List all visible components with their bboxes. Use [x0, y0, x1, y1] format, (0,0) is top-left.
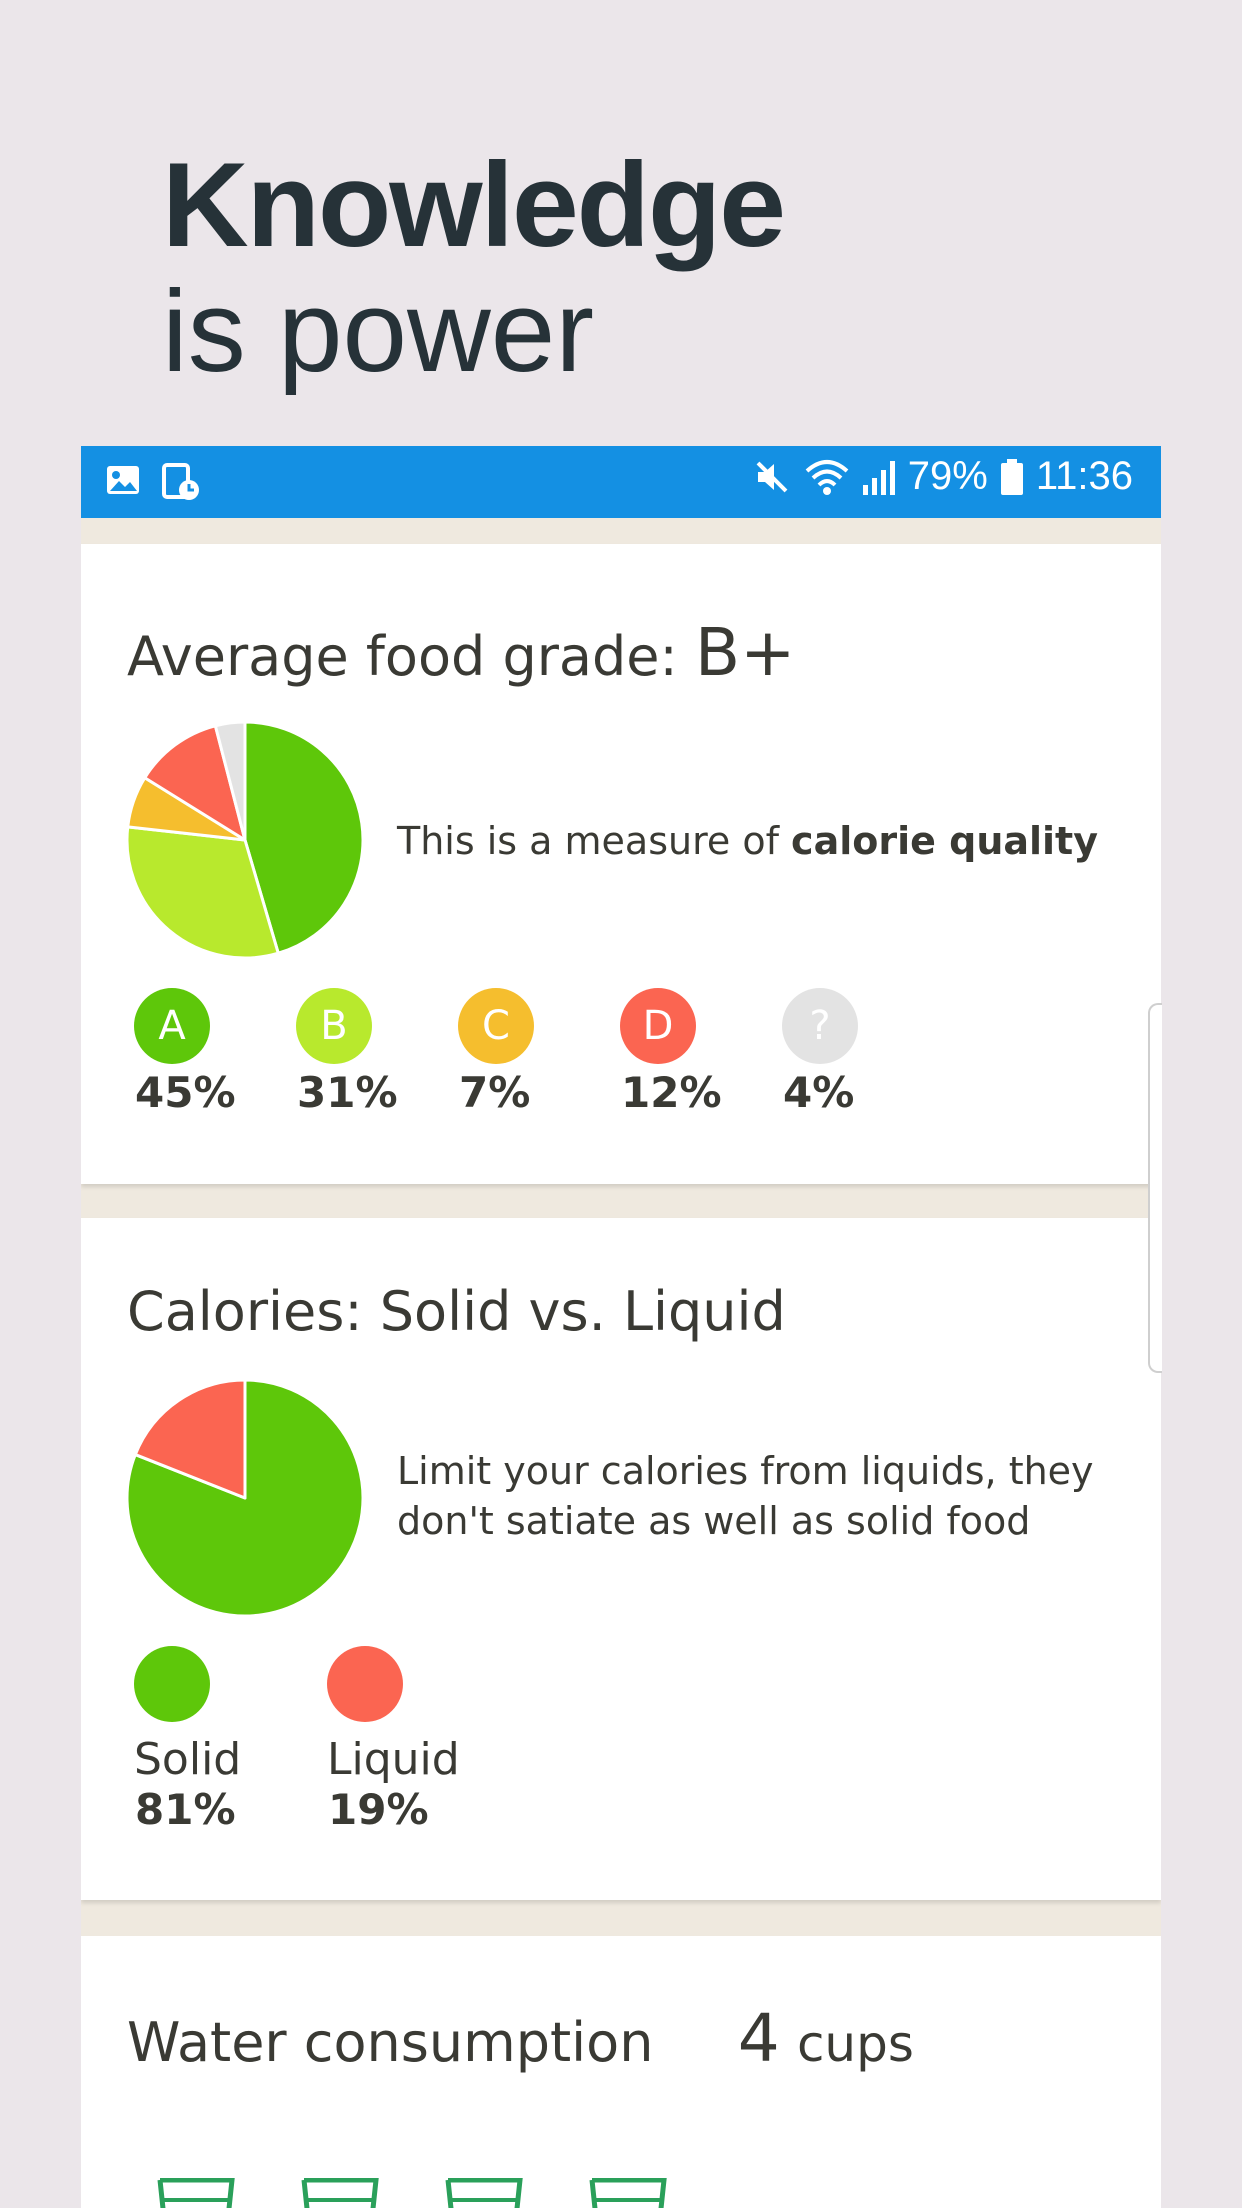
water-cup-icon[interactable]: [300, 2178, 380, 2208]
hero-line-1: Knowledge: [162, 138, 786, 272]
wifi-icon: [804, 457, 850, 497]
water-count: 4: [737, 2000, 780, 2077]
screen-timer-icon: [161, 462, 201, 502]
food-grade-slice-a: [243, 720, 365, 955]
signal-icon: [862, 457, 896, 497]
food-grade-slice-b: [125, 825, 280, 960]
hero-heading: Knowledge is power: [162, 138, 786, 397]
grade-a-badge: A: [134, 988, 210, 1064]
grade-unknown-badge: ?: [782, 988, 858, 1064]
water-cup-icon[interactable]: [588, 2178, 668, 2208]
liquid-dot: [327, 1646, 403, 1722]
image-icon: [105, 462, 141, 502]
food-grade-pie-chart: [125, 720, 365, 960]
grade-d-percent: 12%: [621, 1068, 722, 1117]
food-grade-value: B+: [694, 614, 796, 691]
water-unit: cups: [796, 2015, 914, 2073]
solid-liquid-description-line-2: don't satiate as well as solid food: [397, 1499, 1031, 1543]
hero-line-2: is power: [162, 266, 594, 396]
water-cup-icon[interactable]: [156, 2178, 236, 2208]
legend-grade-unknown: ? 4%: [782, 988, 858, 1117]
edge-panel-handle[interactable]: [1148, 1003, 1162, 1373]
water-title-text: Water consumption: [127, 2011, 654, 2074]
solid-label: Solid: [134, 1734, 242, 1785]
food-grade-slice-unknown: [213, 720, 247, 842]
liquid-label: Liquid: [327, 1734, 460, 1785]
grade-unknown-percent: 4%: [783, 1068, 855, 1117]
solid-liquid-card[interactable]: Calories: Solid vs. Liquid Limit your ca…: [81, 1218, 1161, 1900]
solid-dot: [134, 1646, 210, 1722]
solid-liquid-title: Calories: Solid vs. Liquid: [127, 1280, 786, 1343]
legend-grade-b: B 31%: [296, 988, 398, 1117]
solid-liquid-slice-liquid: [133, 1378, 247, 1500]
battery-icon: [1000, 457, 1024, 497]
food-grade-description-bold: calorie quality: [791, 819, 1098, 863]
legend-solid: Solid 81%: [134, 1646, 241, 1834]
water-title: Water consumption 4 cups: [127, 2000, 914, 2077]
battery-percentage: 79%: [907, 454, 988, 498]
phone-screen: 79% 11:36 Average food grade: B+ This is…: [81, 446, 1161, 2208]
grade-b-badge: B: [296, 988, 372, 1064]
solid-liquid-pie-chart: [125, 1378, 365, 1618]
grade-c-badge: C: [458, 988, 534, 1064]
clock: 11:36: [1035, 454, 1133, 498]
solid-liquid-slice-solid: [125, 1378, 365, 1618]
mute-icon: [752, 457, 792, 497]
legend-grade-c: C 7%: [458, 988, 534, 1117]
water-cup-icon[interactable]: [444, 2178, 524, 2208]
legend-liquid: Liquid 19%: [327, 1646, 460, 1834]
food-grade-description-text: This is a measure of: [397, 819, 792, 863]
grade-c-percent: 7%: [459, 1068, 531, 1117]
water-card[interactable]: Water consumption 4 cups: [81, 1936, 1161, 2208]
liquid-percent: 19%: [328, 1785, 429, 1834]
legend-grade-a: A 45%: [134, 988, 236, 1117]
food-grade-slice-d: [143, 724, 247, 842]
food-grade-description: This is a measure of calorie quality: [397, 816, 1098, 866]
status-bar: 79% 11:36: [81, 446, 1161, 518]
solid-percent: 81%: [135, 1785, 236, 1834]
food-grade-card[interactable]: Average food grade: B+ This is a measure…: [81, 544, 1161, 1184]
solid-liquid-description-line-1: Limit your calories from liquids, they: [397, 1449, 1094, 1493]
solid-liquid-description: Limit your calories from liquids, they d…: [397, 1446, 1094, 1546]
grade-b-percent: 31%: [297, 1068, 398, 1117]
food-grade-title: Average food grade: B+: [127, 614, 795, 691]
legend-grade-d: D 12%: [620, 988, 722, 1117]
grade-d-badge: D: [620, 988, 696, 1064]
food-grade-title-text: Average food grade:: [127, 625, 678, 688]
grade-a-percent: 45%: [135, 1068, 236, 1117]
